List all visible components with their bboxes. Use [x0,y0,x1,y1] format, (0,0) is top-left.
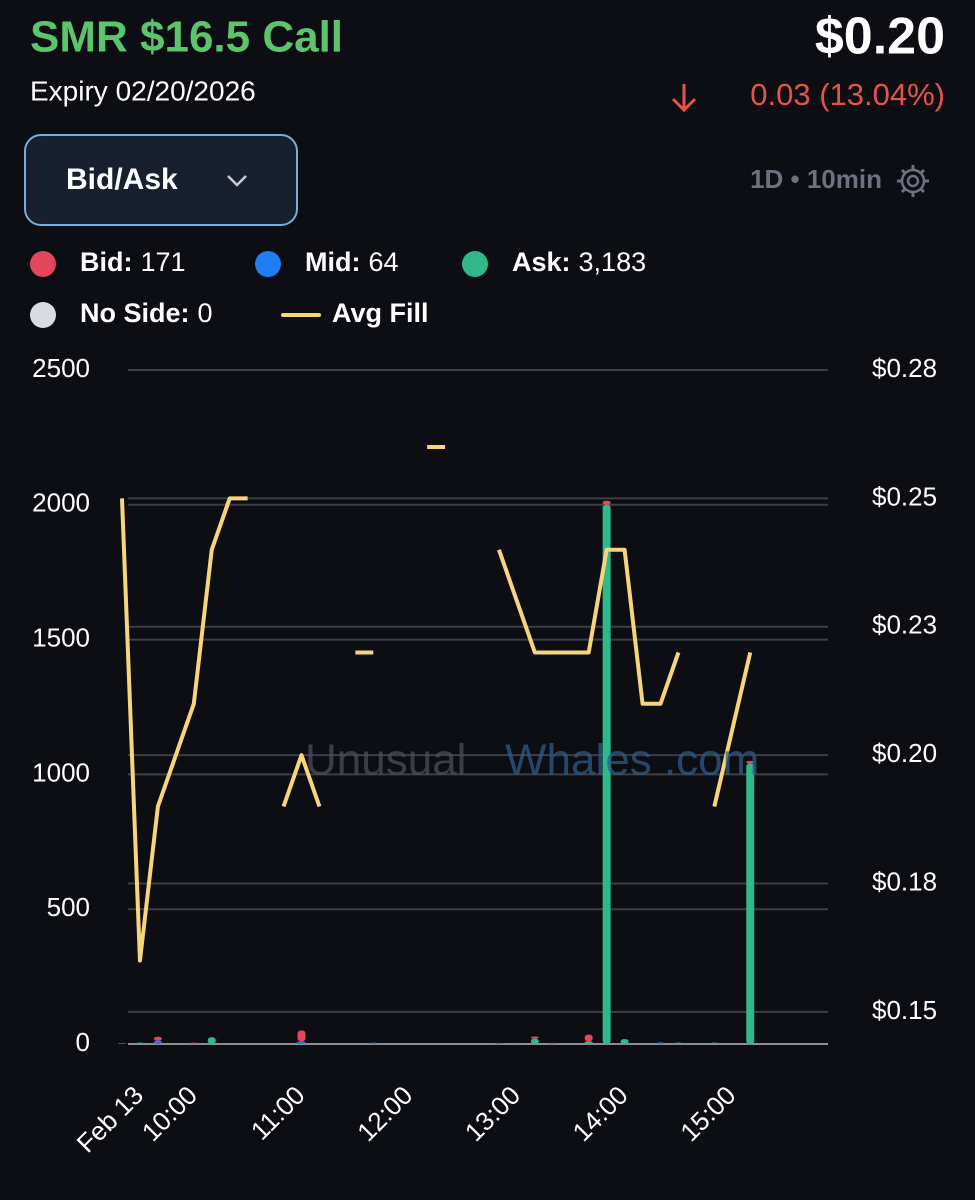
bar [135,1042,144,1044]
bar [602,500,611,505]
y-tick-label: 500 [47,892,90,922]
bar [118,1043,126,1044]
bar [153,1036,162,1041]
subtitle: Expiry 02/20/2026 [30,75,256,106]
legend-swatch [462,251,488,277]
legend-label: Avg Fill [332,298,429,328]
bar [674,1042,683,1044]
legend-entry: Ask: 3,183 [512,247,646,277]
legend-entry: Bid: 171 [80,247,186,277]
watermark: Unusual [305,736,466,785]
y2-tick-label: $0.18 [872,866,937,896]
bar [602,504,611,1044]
timeframe[interactable]: 1D • 10min [750,164,882,194]
down-arrow-icon [671,84,697,113]
y2-tick-label: $0.25 [872,481,937,511]
bar [746,763,755,1044]
bar [297,1041,306,1044]
bar [746,760,755,764]
y2-tick-label: $0.28 [872,353,937,383]
y-tick-label: 1000 [32,757,90,787]
y-tick-label: 0 [76,1027,90,1057]
bar [297,1030,306,1042]
bar [494,1042,503,1044]
legend-label: Ask: [512,247,571,277]
legend-value: 3,183 [579,247,647,277]
chart-title: SMR $16.5 Call [30,13,343,62]
bar [153,1040,162,1044]
legend-entry: Avg Fill [332,298,429,328]
legend-entry: Mid: 64 [305,247,399,277]
legend-entry: No Side: 0 [80,298,213,328]
chevron-icon[interactable] [227,175,247,187]
bar [710,1042,719,1044]
y-tick-label: 2500 [32,353,90,383]
y2-tick-label: $0.20 [872,738,937,768]
bar [530,1036,539,1039]
bar [530,1038,539,1044]
bar [207,1037,216,1044]
bar [656,1042,665,1044]
y2-tick-label: $0.15 [872,995,937,1025]
settings-icon[interactable] [897,165,929,197]
bar [189,1042,198,1044]
legend-swatch [255,251,281,277]
gear-teeth[interactable] [897,165,929,197]
legend-value: 0 [198,298,213,328]
price-change: 0.03 (13.04%) [750,77,945,112]
legend-label: Bid: [80,247,132,277]
dropdown[interactable] [24,134,298,226]
bar [512,1042,521,1044]
y-tick-label: 2000 [32,488,90,518]
legend-value: 171 [140,247,185,277]
gear-inner[interactable] [906,174,920,188]
bar [584,1041,593,1044]
y-tick-label: 1500 [32,622,90,652]
legend-label: No Side: [80,298,190,328]
bar [620,1039,629,1044]
bar [369,1042,378,1044]
bar [584,1034,593,1042]
bar [548,1042,557,1044]
legend-value: 64 [368,247,398,277]
legend-swatch [30,302,56,328]
avg-fill-line [120,445,753,963]
watermark: Whales .com [505,736,759,785]
dropdown-label[interactable]: Bid/Ask [66,163,178,196]
legend-swatch [30,251,56,277]
legend-label: Mid: [305,247,360,277]
price: $0.20 [815,8,945,66]
y2-tick-label: $0.23 [872,610,937,640]
